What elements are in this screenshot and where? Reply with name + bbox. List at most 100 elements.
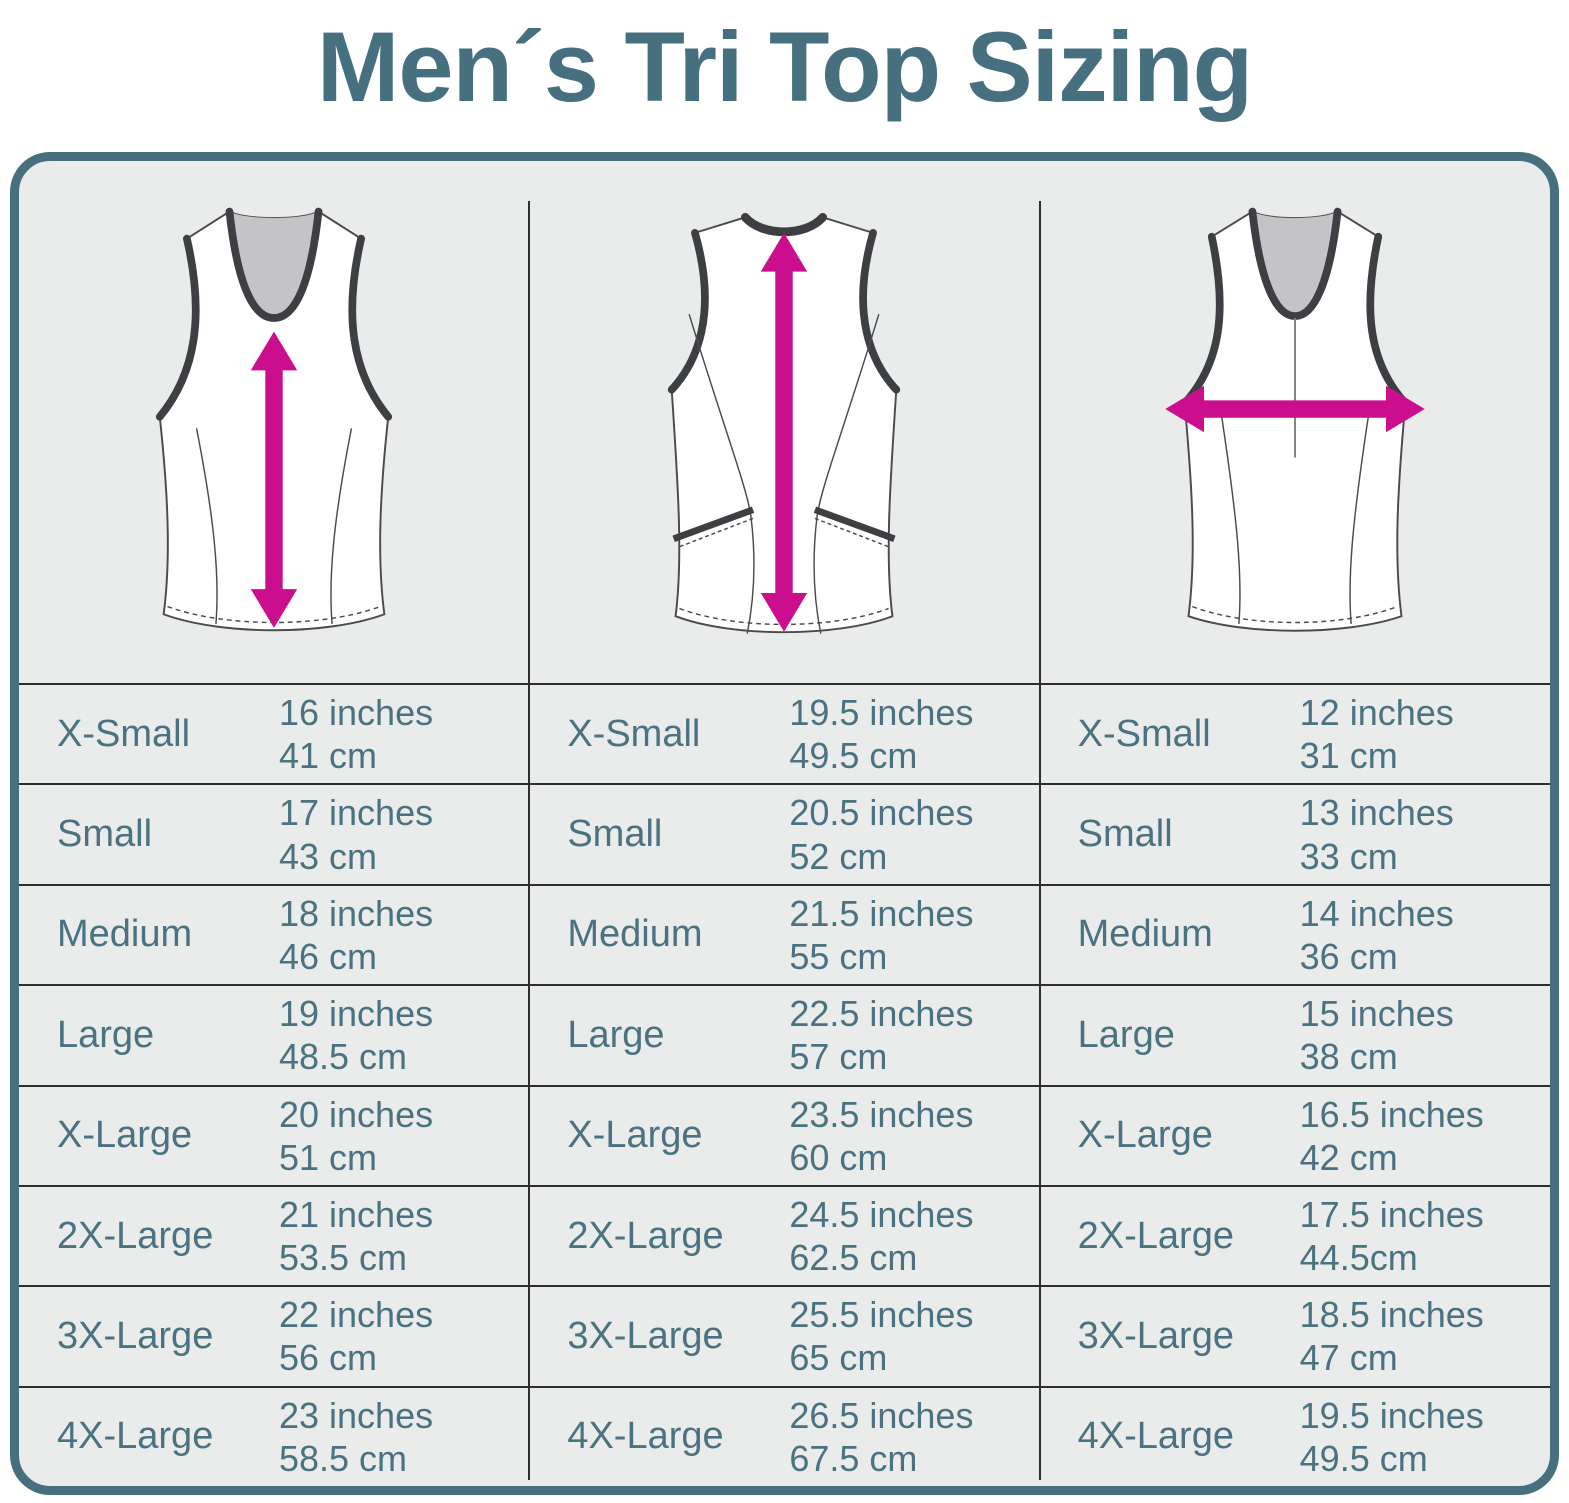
measurement-value: 19 inches 48.5 cm xyxy=(279,992,433,1078)
measurement-value: 22 inches 56 cm xyxy=(279,1293,433,1379)
back-length-figure xyxy=(529,161,1039,683)
column-divider xyxy=(528,201,531,1480)
size-label: X-Large xyxy=(57,1114,193,1157)
chest-width-figure xyxy=(1040,161,1550,683)
table-row: X-Large 23.5 inches 60 cm xyxy=(529,1084,1040,1185)
table-row: Small 17 inches 43 cm xyxy=(19,783,530,883)
cm-value: 43 cm xyxy=(278,835,378,877)
size-label: X-Small xyxy=(567,712,701,755)
measurement-value: 18.5 inches 47 cm xyxy=(1300,1293,1484,1379)
size-label: 3X-Large xyxy=(1077,1314,1234,1357)
measurement-value: 23.5 inches 60 cm xyxy=(789,1093,973,1179)
cm-value: 46 cm xyxy=(278,935,378,977)
inches-value: 18 inches xyxy=(278,892,434,934)
table-row: X-Large 20 inches 51 cm xyxy=(19,1084,530,1185)
inches-value: 19.5 inches xyxy=(789,692,974,733)
table-row: X-Small 19.5 inches 49.5 cm xyxy=(529,683,1040,783)
measurement-value: 23 inches 58.5 cm xyxy=(279,1394,433,1480)
measurement-value: 17.5 inches 44.5cm xyxy=(1300,1193,1484,1279)
table-row: 2X-Large 21 inches 53.5 cm xyxy=(19,1184,530,1285)
table-row: Medium 21.5 inches 55 cm xyxy=(529,883,1040,984)
page-title: Men´s Tri Top Sizing xyxy=(316,11,1253,122)
table-row: 3X-Large 18.5 inches 47 cm xyxy=(1039,1285,1550,1385)
inches-value: 22.5 inches xyxy=(789,993,974,1035)
sizing-panel: X-Small 16 inches 41 cm X-Small 19.5 inches… xyxy=(10,152,1559,1495)
table-row: X-Large 16.5 inches 42 cm xyxy=(1039,1084,1550,1185)
inches-value: 22 inches xyxy=(278,1294,434,1336)
cm-value: 31 cm xyxy=(1299,735,1398,777)
measurement-value: 16 inches 41 cm xyxy=(279,691,433,777)
size-label: X-Large xyxy=(567,1114,703,1157)
size-label: 3X-Large xyxy=(567,1314,724,1357)
inches-value: 17.5 inches xyxy=(1299,1193,1484,1235)
table-row: X-Small 16 inches 41 cm xyxy=(19,683,530,783)
cm-value: 67.5 cm xyxy=(789,1437,918,1479)
measurement-value: 21.5 inches 55 cm xyxy=(789,892,973,978)
table-row: Large 15 inches 38 cm xyxy=(1039,984,1550,1084)
table-row: Large 22.5 inches 57 cm xyxy=(529,984,1040,1084)
table-row: Medium 18 inches 46 cm xyxy=(19,883,530,984)
table-row: Large 19 inches 48.5 cm xyxy=(19,984,530,1084)
size-label: Medium xyxy=(57,913,193,956)
inches-value: 14 inches xyxy=(1299,892,1454,934)
size-label: 2X-Large xyxy=(1077,1214,1234,1257)
table-row: X-Small 12 inches 31 cm xyxy=(1039,683,1550,783)
tri-top-back-view-icon xyxy=(668,213,901,634)
inches-value: 23.5 inches xyxy=(789,1093,974,1135)
measurement-value: 26.5 inches 67.5 cm xyxy=(789,1394,973,1480)
measurement-value: 17 inches 43 cm xyxy=(279,791,433,877)
inches-value: 21 inches xyxy=(278,1193,434,1235)
size-label: Medium xyxy=(567,913,703,956)
size-label: Small xyxy=(57,813,153,856)
size-label: Small xyxy=(567,813,663,856)
tri-top-front-view-icon xyxy=(156,207,393,632)
size-label: Large xyxy=(567,1013,665,1056)
table-row: Medium 14 inches 36 cm xyxy=(1039,883,1550,984)
measurement-value: 25.5 inches 65 cm xyxy=(789,1293,973,1379)
column-divider xyxy=(1038,201,1041,1480)
measurement-value: 19.5 inches 49.5 cm xyxy=(789,691,973,777)
measurement-value: 21 inches 53.5 cm xyxy=(279,1193,433,1279)
size-label: Small xyxy=(1077,813,1173,856)
size-label: X-Small xyxy=(1077,712,1211,755)
tri-top-front-zip-view-icon xyxy=(1165,207,1425,632)
inches-value: 25.5 inches xyxy=(789,1294,974,1336)
measurement-value: 24.5 inches 62.5 cm xyxy=(789,1193,973,1279)
size-label: 4X-Large xyxy=(57,1415,214,1458)
cm-value: 57 cm xyxy=(789,1036,888,1078)
front-length-figure xyxy=(19,161,529,683)
cm-value: 56 cm xyxy=(278,1337,378,1379)
cm-value: 48.5 cm xyxy=(278,1036,408,1078)
cm-value: 49.5 cm xyxy=(1299,1437,1428,1479)
cm-value: 42 cm xyxy=(1299,1136,1398,1178)
size-label: 2X-Large xyxy=(567,1214,724,1257)
front-length-arrow-icon xyxy=(250,331,298,628)
size-label: Large xyxy=(57,1013,155,1056)
table-row: Small 13 inches 33 cm xyxy=(1039,783,1550,883)
table-row: Small 20.5 inches 52 cm xyxy=(529,783,1040,883)
inches-value: 19.5 inches xyxy=(1299,1394,1484,1436)
inches-value: 20 inches xyxy=(278,1093,434,1135)
inches-value: 18.5 inches xyxy=(1299,1294,1484,1336)
cm-value: 58.5 cm xyxy=(278,1437,408,1479)
cm-value: 60 cm xyxy=(789,1136,888,1178)
cm-value: 53.5 cm xyxy=(278,1237,408,1279)
measurement-value: 14 inches 36 cm xyxy=(1300,892,1454,978)
cm-value: 52 cm xyxy=(789,835,888,877)
measurement-value: 13 inches 33 cm xyxy=(1300,791,1454,877)
inches-value: 23 inches xyxy=(278,1394,434,1436)
inches-value: 20.5 inches xyxy=(789,792,974,834)
cm-value: 36 cm xyxy=(1299,935,1398,977)
inches-value: 16.5 inches xyxy=(1299,1093,1484,1135)
cm-value: 33 cm xyxy=(1299,835,1398,877)
size-label: X-Small xyxy=(57,712,191,755)
measurement-value: 15 inches 38 cm xyxy=(1300,992,1454,1078)
measurement-value: 18 inches 46 cm xyxy=(279,892,433,978)
table-row: 3X-Large 25.5 inches 65 cm xyxy=(529,1285,1040,1385)
measurement-value: 22.5 inches 57 cm xyxy=(789,992,973,1078)
table-row: 4X-Large 23 inches 58.5 cm xyxy=(19,1385,530,1486)
inches-value: 17 inches xyxy=(278,792,434,834)
cm-value: 51 cm xyxy=(278,1136,378,1178)
chest-width-arrow-icon xyxy=(1165,385,1425,433)
measurement-value: 20.5 inches 52 cm xyxy=(789,791,973,877)
